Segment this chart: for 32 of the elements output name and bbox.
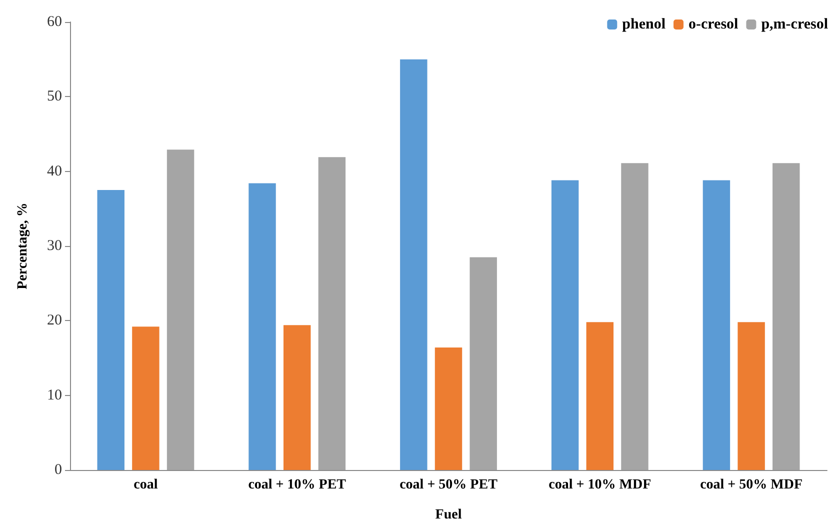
legend-label: phenol [622, 16, 666, 32]
legend-label: o-cresol [688, 16, 738, 32]
x-tick-label: coal + 50% MDF [700, 478, 803, 492]
x-tick-label: coal + 50% PET [400, 478, 498, 492]
y-tick-label: 60 [47, 14, 62, 30]
y-tick-label: 10 [47, 387, 62, 404]
bar [97, 190, 124, 470]
bar [551, 180, 579, 470]
bar [166, 150, 194, 470]
y-tick-label: 30 [47, 238, 62, 254]
y-tick-label: 50 [47, 88, 62, 105]
bar [470, 257, 497, 470]
y-tick-label: 0 [54, 462, 62, 478]
bar [318, 157, 346, 470]
bar [283, 325, 311, 470]
x-tick-label: coal + 10% PET [248, 478, 347, 492]
bar [248, 183, 276, 470]
x-tick-label: coal [134, 478, 158, 492]
y-tick-label: 40 [47, 163, 62, 180]
x-axis-title: Fuel [435, 508, 462, 522]
x-tick-label: coal + 10% MDF [548, 478, 652, 492]
y-axis-title: Percentage, % [16, 202, 30, 290]
bar [621, 163, 648, 470]
bar [132, 326, 160, 470]
bar [702, 180, 730, 470]
bar [434, 348, 462, 470]
y-tick-label: 20 [47, 312, 62, 329]
bar [586, 322, 614, 470]
bar [400, 59, 428, 470]
bar [772, 163, 800, 470]
legend-label: p,m-cresol [761, 16, 828, 32]
bar [738, 322, 765, 470]
